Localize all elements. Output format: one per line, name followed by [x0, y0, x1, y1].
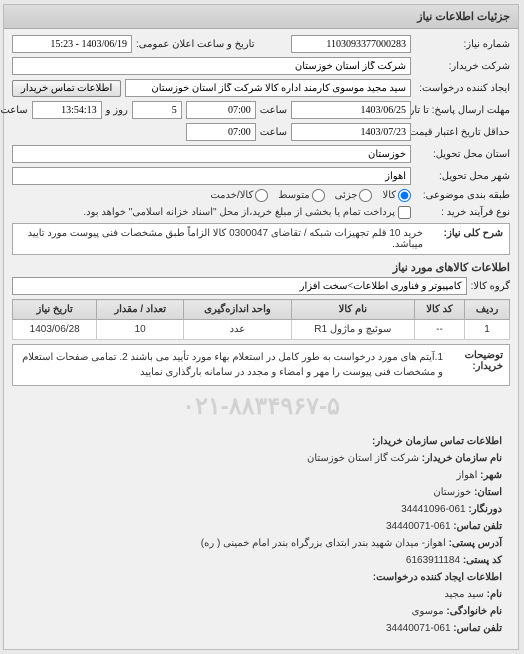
- radio-medium[interactable]: [313, 189, 326, 202]
- valid-date-field[interactable]: [292, 123, 412, 141]
- cat-partial-radio[interactable]: جزئی: [336, 189, 374, 202]
- fax-val: 061-34441096: [402, 504, 467, 515]
- td-1: --: [415, 320, 465, 340]
- buyer-co-label: شرکت خریدار:: [416, 61, 511, 72]
- phone-label: تلفن تماس:: [454, 521, 503, 532]
- deliver-city-label: شهر محل تحویل:: [416, 171, 511, 182]
- th-5: تاریخ نیاز: [14, 300, 98, 320]
- org-label: نام سازمان خریدار:: [423, 453, 503, 464]
- fax-label: دورنگار:: [469, 504, 503, 515]
- notes-label: توضیحات خریدار:: [444, 350, 504, 380]
- valid-time-field[interactable]: [187, 123, 257, 141]
- category-radios: کالا جزئی متوسط کالا/خدمت: [211, 189, 412, 202]
- notes-text: 1.آیتم های مورد درخواست به طور کامل در ا…: [20, 350, 444, 380]
- panel-title: جزئیات اطلاعات نیاز: [5, 5, 519, 29]
- buy-type-check[interactable]: پرداخت تمام یا بخشی از مبلغ خرید،از محل …: [84, 206, 412, 219]
- td-3: عدد: [184, 320, 292, 340]
- time-remain-field: [33, 101, 103, 119]
- goods-group-field[interactable]: [13, 277, 468, 295]
- td-5: 1403/06/28: [14, 320, 98, 340]
- days-remain-field: [133, 101, 183, 119]
- province-val: خوزستان: [434, 487, 472, 498]
- table-header-row: ردیف کد کالا نام کالا واحد اندازه‌گیری ت…: [14, 300, 511, 320]
- family-val: موسوی: [413, 606, 445, 617]
- resp-date-field[interactable]: [292, 101, 412, 119]
- name-val: سید مجید: [445, 589, 485, 600]
- province-label: استان:: [475, 487, 503, 498]
- cphone-label: تلفن تماس:: [454, 623, 503, 634]
- cat-service-radio[interactable]: کالا/خدمت: [211, 189, 269, 202]
- th-2: نام کالا: [292, 300, 415, 320]
- cat-goods-radio[interactable]: کالا: [383, 189, 412, 202]
- contact-info-button[interactable]: اطلاعات تماس خریدار: [13, 80, 122, 97]
- time-label-1: ساعت: [261, 105, 288, 116]
- days-label: روز و: [107, 105, 129, 116]
- goods-group-label: گروه کالا:: [472, 281, 511, 292]
- cphone-val: 061-34440071: [387, 623, 452, 634]
- radio-service[interactable]: [256, 189, 269, 202]
- deliver-city-field[interactable]: [13, 167, 412, 185]
- buy-checkbox[interactable]: [399, 206, 412, 219]
- buyer-notes: توضیحات خریدار: 1.آیتم های مورد درخواست …: [13, 344, 511, 386]
- org-val: شرکت گاز استان خوزستان: [308, 453, 420, 464]
- req-no-label: شماره نیاز:: [416, 39, 511, 50]
- goods-table: ردیف کد کالا نام کالا واحد اندازه‌گیری ت…: [13, 299, 511, 340]
- addr-label: آدرس پستی:: [450, 538, 503, 549]
- city-label: شهر:: [481, 470, 503, 481]
- details-panel: جزئیات اطلاعات نیاز شماره نیاز: تاریخ و …: [4, 4, 520, 650]
- addr-val: اهواز- میدان شهید بندر ابتدای بزرگراه بن…: [202, 538, 447, 549]
- category-label: طبقه بندی موضوعی:: [416, 190, 511, 201]
- table-row[interactable]: 1 -- سوئیچ و ماژول R1 عدد 10 1403/06/28: [14, 320, 511, 340]
- th-1: کد کالا: [415, 300, 465, 320]
- watermark-phone: ۰۲۱-۸۸۳۴۹۶۷-۵: [13, 386, 511, 427]
- public-dt-field[interactable]: [13, 35, 133, 53]
- contact-block: اطلاعات تماس سازمان خریدار: نام سازمان خ…: [13, 427, 511, 643]
- buyer-co-field[interactable]: [13, 57, 412, 75]
- time-left-label: ساعت باقی مانده: [0, 105, 29, 116]
- th-0: ردیف: [466, 300, 511, 320]
- resp-deadline-label: مهلت ارسال پاسخ: تا تاریخ:: [416, 105, 511, 116]
- postal-val: 6163911184: [407, 555, 461, 566]
- deliver-prov-label: استان محل تحویل:: [416, 149, 511, 160]
- req-no-field[interactable]: [292, 35, 412, 53]
- goods-section-title: اطلاعات کالاهای مورد نیاز: [13, 261, 511, 274]
- th-3: واحد اندازه‌گیری: [184, 300, 292, 320]
- td-4: 10: [98, 320, 185, 340]
- family-label: نام خانوادگی:: [447, 606, 503, 617]
- cat-medium-radio[interactable]: متوسط: [279, 189, 325, 202]
- phone-val: 061-34440071: [387, 521, 452, 532]
- th-4: تعداد / مقدار: [98, 300, 185, 320]
- requester-field[interactable]: [126, 79, 412, 97]
- postal-label: کد پستی:: [464, 555, 503, 566]
- form-section: شماره نیاز: تاریخ و ساعت اعلان عمومی: شر…: [5, 29, 519, 649]
- buy-note: پرداخت تمام یا بخشی از مبلغ خرید،از محل …: [84, 207, 396, 218]
- public-dt-label: تاریخ و ساعت اعلان عمومی:: [137, 39, 256, 50]
- deliver-prov-field[interactable]: [13, 145, 412, 163]
- creator-title: اطلاعات ایجاد کننده درخواست:: [374, 572, 503, 583]
- resp-time-field[interactable]: [187, 101, 257, 119]
- key-desc-row: شرح کلی نیاز: خرید 10 قلم تجهیزات شبکه /…: [13, 223, 511, 255]
- radio-goods[interactable]: [399, 189, 412, 202]
- key-desc: خرید 10 قلم تجهیزات شبکه / تقاضای 030004…: [20, 228, 424, 250]
- name-label: نام:: [488, 589, 503, 600]
- city-val: اهواز: [458, 470, 479, 481]
- buy-type-label: نوع فرآیند خرید :: [416, 207, 511, 218]
- contact-title: اطلاعات تماس سازمان خریدار:: [373, 436, 503, 447]
- valid-label: حداقل تاریخ اعتبار قیمت: تا تاریخ:: [416, 127, 511, 138]
- key-label: شرح کلی نیاز:: [424, 228, 504, 250]
- radio-partial[interactable]: [360, 189, 373, 202]
- td-0: 1: [466, 320, 511, 340]
- td-2: سوئیچ و ماژول R1: [292, 320, 415, 340]
- time-label-2: ساعت: [261, 127, 288, 138]
- requester-label: ایجاد کننده درخواست:: [416, 83, 511, 94]
